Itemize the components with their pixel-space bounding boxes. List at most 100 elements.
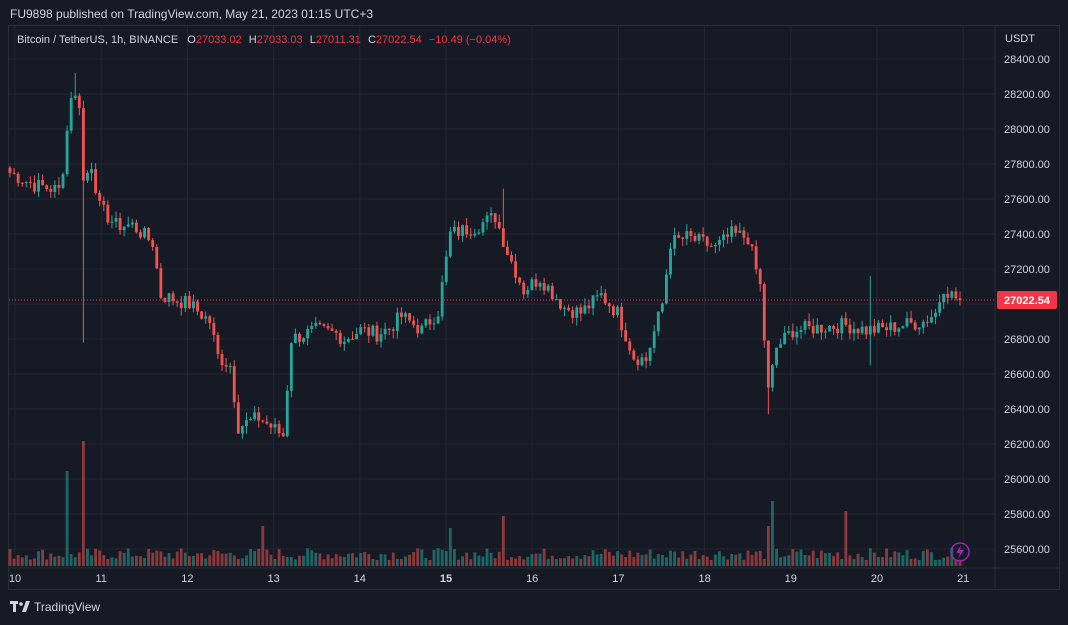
candle-body xyxy=(371,325,375,336)
lightning-icon[interactable] xyxy=(950,542,970,562)
volume-bar xyxy=(212,550,216,566)
candle-body xyxy=(950,291,954,298)
volume-bar xyxy=(840,558,844,566)
candle-body xyxy=(693,236,697,241)
footer-brand[interactable]: TradingView xyxy=(34,600,101,614)
chart-panel[interactable] xyxy=(8,25,1060,590)
volume-bar xyxy=(628,550,632,566)
volume-bar xyxy=(636,552,640,566)
candle-body xyxy=(877,322,880,333)
volume-bar xyxy=(12,558,16,566)
candle-body xyxy=(942,293,946,303)
volume-bar xyxy=(771,501,774,566)
volume-bar xyxy=(477,555,481,566)
volume-bar xyxy=(738,553,742,566)
volume-bar xyxy=(836,552,840,566)
candle-body xyxy=(436,316,440,324)
price-tick-label: 26800.00 xyxy=(1004,334,1050,346)
candle-body xyxy=(118,218,122,231)
candle-body xyxy=(208,316,212,324)
volume-bar xyxy=(395,558,399,566)
time-tick-label: 13 xyxy=(267,573,279,585)
volume-bar xyxy=(750,554,754,566)
price-tick-label: 26600.00 xyxy=(1004,369,1050,381)
candle-body xyxy=(326,325,330,329)
candle-body xyxy=(277,424,281,434)
candle-body xyxy=(897,328,901,332)
volume-bar xyxy=(86,548,89,566)
candle-body xyxy=(587,305,591,309)
candle-body xyxy=(187,296,191,309)
candle-body xyxy=(310,326,314,329)
volume-bar xyxy=(147,548,151,566)
price-tick-label: 27800.00 xyxy=(1004,159,1050,171)
candle-body xyxy=(212,323,216,335)
candle-body xyxy=(913,322,917,330)
candle-body xyxy=(652,331,656,348)
candle-body xyxy=(318,322,322,325)
candle-body xyxy=(603,293,607,304)
price-tick-label: 27400.00 xyxy=(1004,229,1050,241)
candle-body xyxy=(53,184,57,192)
volume-bar xyxy=(595,554,599,566)
volume-bar xyxy=(726,559,730,566)
candle-body xyxy=(61,174,65,188)
volume-bar xyxy=(689,554,693,566)
volume-bar xyxy=(187,555,191,566)
candle-body xyxy=(571,310,575,318)
volume-bar xyxy=(322,559,326,566)
tradingview-logo-icon[interactable] xyxy=(10,601,30,613)
time-tick-label: 12 xyxy=(181,573,193,585)
price-tick-label: 25600.00 xyxy=(1004,544,1050,556)
volume-bar xyxy=(824,553,827,566)
candle-body xyxy=(469,234,473,236)
volume-bar xyxy=(355,557,358,566)
symbol-label[interactable]: Bitcoin / TetherUS, 1h, BINANCE xyxy=(17,34,179,46)
candle-body xyxy=(57,184,61,188)
volume-bar xyxy=(693,550,697,566)
volume-bar xyxy=(253,550,257,566)
volume-bar xyxy=(616,551,619,566)
candle-body xyxy=(616,306,619,316)
candle-body xyxy=(216,334,220,355)
candle-body xyxy=(958,298,962,301)
candle-body xyxy=(734,226,738,233)
close-label: C xyxy=(367,34,376,46)
candle-body xyxy=(245,420,248,427)
volume-bar xyxy=(791,549,795,566)
volume-bar xyxy=(591,550,595,566)
volume-bar xyxy=(28,559,32,566)
high-label: H xyxy=(248,34,257,46)
volume-bar xyxy=(428,559,432,566)
volume-bar xyxy=(934,559,937,566)
candle-body xyxy=(868,326,872,335)
candle-body xyxy=(893,322,897,332)
candle-body xyxy=(420,325,424,334)
candle-body xyxy=(607,303,611,307)
volume-bar xyxy=(550,555,554,566)
volume-bar xyxy=(612,555,615,566)
candle-body xyxy=(828,325,831,332)
volume-bar xyxy=(457,559,460,566)
volume-bar xyxy=(607,551,611,566)
candle-body xyxy=(775,347,778,366)
candle-body xyxy=(881,322,884,328)
volume-histogram xyxy=(8,441,962,566)
candle-body xyxy=(236,402,240,434)
candle-body xyxy=(90,169,93,173)
volume-bar xyxy=(766,526,770,566)
candle-body xyxy=(526,290,530,295)
candle-body xyxy=(591,295,595,309)
candle-body xyxy=(155,246,159,269)
volume-bar xyxy=(106,558,110,566)
candle-body xyxy=(815,324,819,334)
volume-bar xyxy=(114,558,118,566)
candle-body xyxy=(713,244,717,247)
volume-bar xyxy=(228,552,232,566)
candle-body xyxy=(660,303,664,312)
volume-bar xyxy=(942,557,946,566)
volume-bar xyxy=(37,551,40,566)
volume-bar xyxy=(412,551,416,566)
candle-body xyxy=(685,231,689,239)
